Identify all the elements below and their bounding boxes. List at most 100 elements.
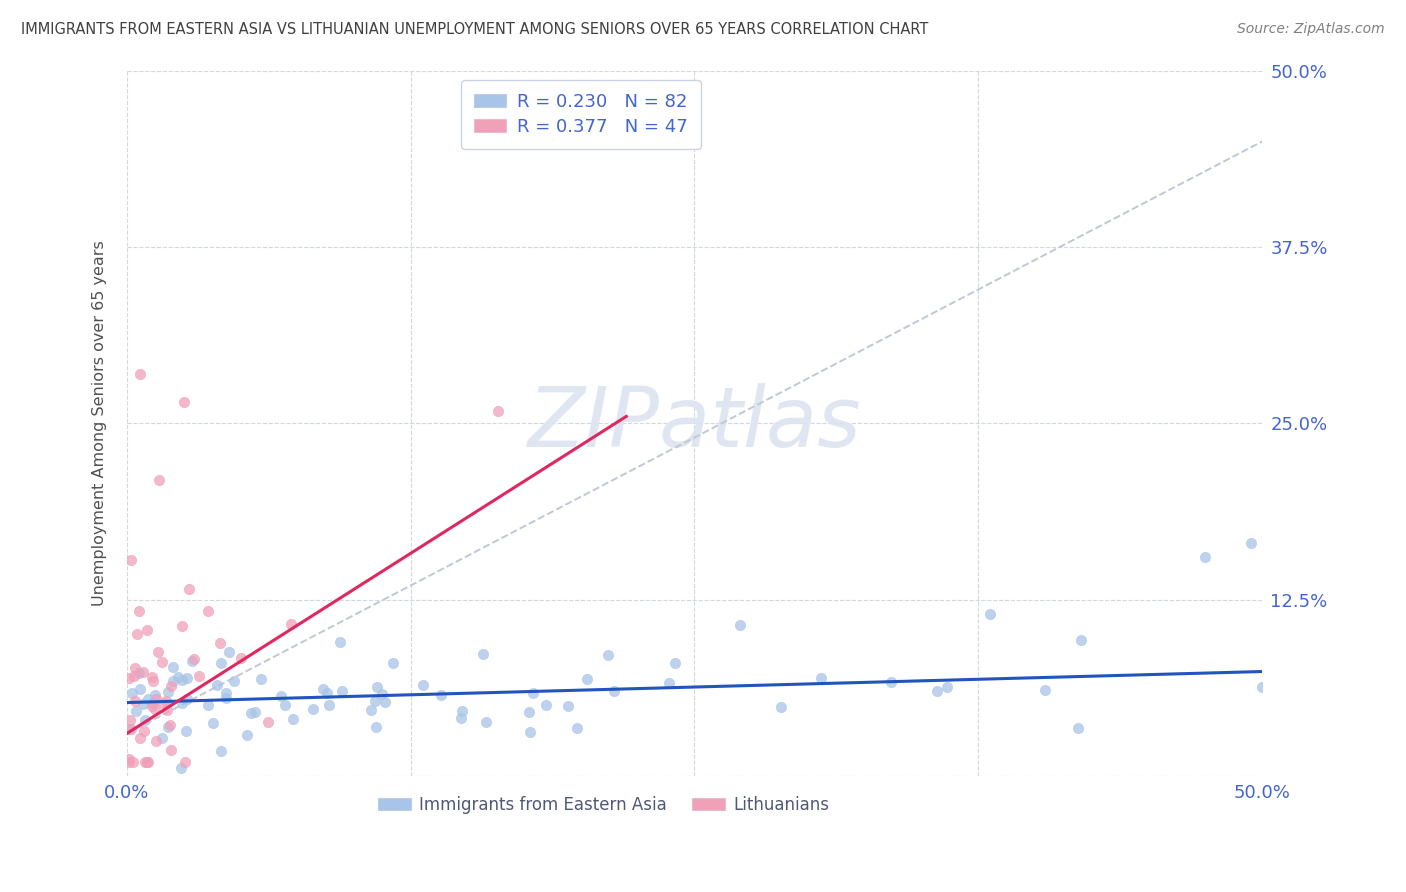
Point <box>274 698 297 712</box>
Point <box>222 673 245 688</box>
Point <box>118 723 141 737</box>
Point <box>136 692 159 706</box>
Point <box>205 678 228 692</box>
Point <box>1240 536 1263 550</box>
Point <box>576 672 599 686</box>
Point <box>1070 632 1092 647</box>
Point <box>370 687 392 701</box>
Point <box>121 553 143 567</box>
Point <box>209 744 232 758</box>
Point <box>145 691 167 706</box>
Point <box>141 670 163 684</box>
Point <box>517 706 540 720</box>
Point <box>156 685 179 699</box>
Point <box>118 671 141 685</box>
Point <box>148 473 170 487</box>
Point <box>172 619 194 633</box>
Point <box>450 710 472 724</box>
Point <box>162 673 184 688</box>
Point <box>471 648 494 662</box>
Point <box>150 731 173 745</box>
Point <box>281 712 304 726</box>
Point <box>474 714 496 729</box>
Point <box>270 690 292 704</box>
Point <box>118 751 141 765</box>
Point <box>602 684 624 698</box>
Point <box>166 670 188 684</box>
Point <box>134 724 156 739</box>
Point <box>141 698 163 713</box>
Point <box>176 692 198 706</box>
Point <box>381 656 404 670</box>
Point <box>129 731 152 746</box>
Point <box>730 617 752 632</box>
Point <box>486 404 509 418</box>
Point <box>1251 680 1274 694</box>
Point <box>1194 550 1216 565</box>
Point <box>364 720 387 734</box>
Point <box>202 716 225 731</box>
Point <box>187 669 209 683</box>
Point <box>128 604 150 618</box>
Point <box>935 680 957 694</box>
Point <box>174 723 197 738</box>
Point <box>315 686 337 700</box>
Point <box>129 367 152 381</box>
Point <box>183 652 205 666</box>
Point <box>124 661 146 675</box>
Point <box>136 755 159 769</box>
Point <box>596 648 619 662</box>
Point <box>522 686 544 700</box>
Point <box>810 671 832 685</box>
Point <box>118 755 141 769</box>
Point <box>127 627 149 641</box>
Point <box>125 704 148 718</box>
Point <box>240 706 263 720</box>
Point <box>120 722 142 736</box>
Point <box>162 660 184 674</box>
Point <box>1067 721 1090 735</box>
Point <box>519 724 541 739</box>
Point <box>132 665 155 680</box>
Point <box>197 604 219 618</box>
Point <box>141 696 163 710</box>
Point <box>142 673 165 688</box>
Point <box>132 697 155 711</box>
Point <box>150 656 173 670</box>
Point <box>177 582 200 597</box>
Point <box>136 755 159 769</box>
Y-axis label: Unemployment Among Seniors over 65 years: Unemployment Among Seniors over 65 years <box>93 241 107 607</box>
Point <box>360 703 382 717</box>
Point <box>664 657 686 671</box>
Text: ZIPatlas: ZIPatlas <box>527 383 862 464</box>
Point <box>134 713 156 727</box>
Point <box>120 713 142 727</box>
Point <box>121 686 143 700</box>
Point <box>128 682 150 697</box>
Point <box>174 755 197 769</box>
Point <box>218 645 240 659</box>
Point <box>170 673 193 688</box>
Point <box>1033 682 1056 697</box>
Point <box>451 704 474 718</box>
Point <box>534 698 557 712</box>
Text: IMMIGRANTS FROM EASTERN ASIA VS LITHUANIAN UNEMPLOYMENT AMONG SENIORS OVER 65 YE: IMMIGRANTS FROM EASTERN ASIA VS LITHUANI… <box>21 22 928 37</box>
Point <box>180 654 202 668</box>
Point <box>122 668 145 682</box>
Point <box>134 755 156 769</box>
Point <box>236 728 259 742</box>
Point <box>243 705 266 719</box>
Point <box>557 698 579 713</box>
Point <box>152 696 174 710</box>
Point <box>156 703 179 717</box>
Point <box>176 671 198 685</box>
Point <box>366 680 388 694</box>
Point <box>229 651 252 665</box>
Point <box>128 666 150 681</box>
Legend: Immigrants from Eastern Asia, Lithuanians: Immigrants from Eastern Asia, Lithuanian… <box>371 789 837 821</box>
Point <box>257 714 280 729</box>
Point <box>143 702 166 716</box>
Point <box>159 742 181 756</box>
Point <box>250 672 273 686</box>
Point <box>209 656 232 670</box>
